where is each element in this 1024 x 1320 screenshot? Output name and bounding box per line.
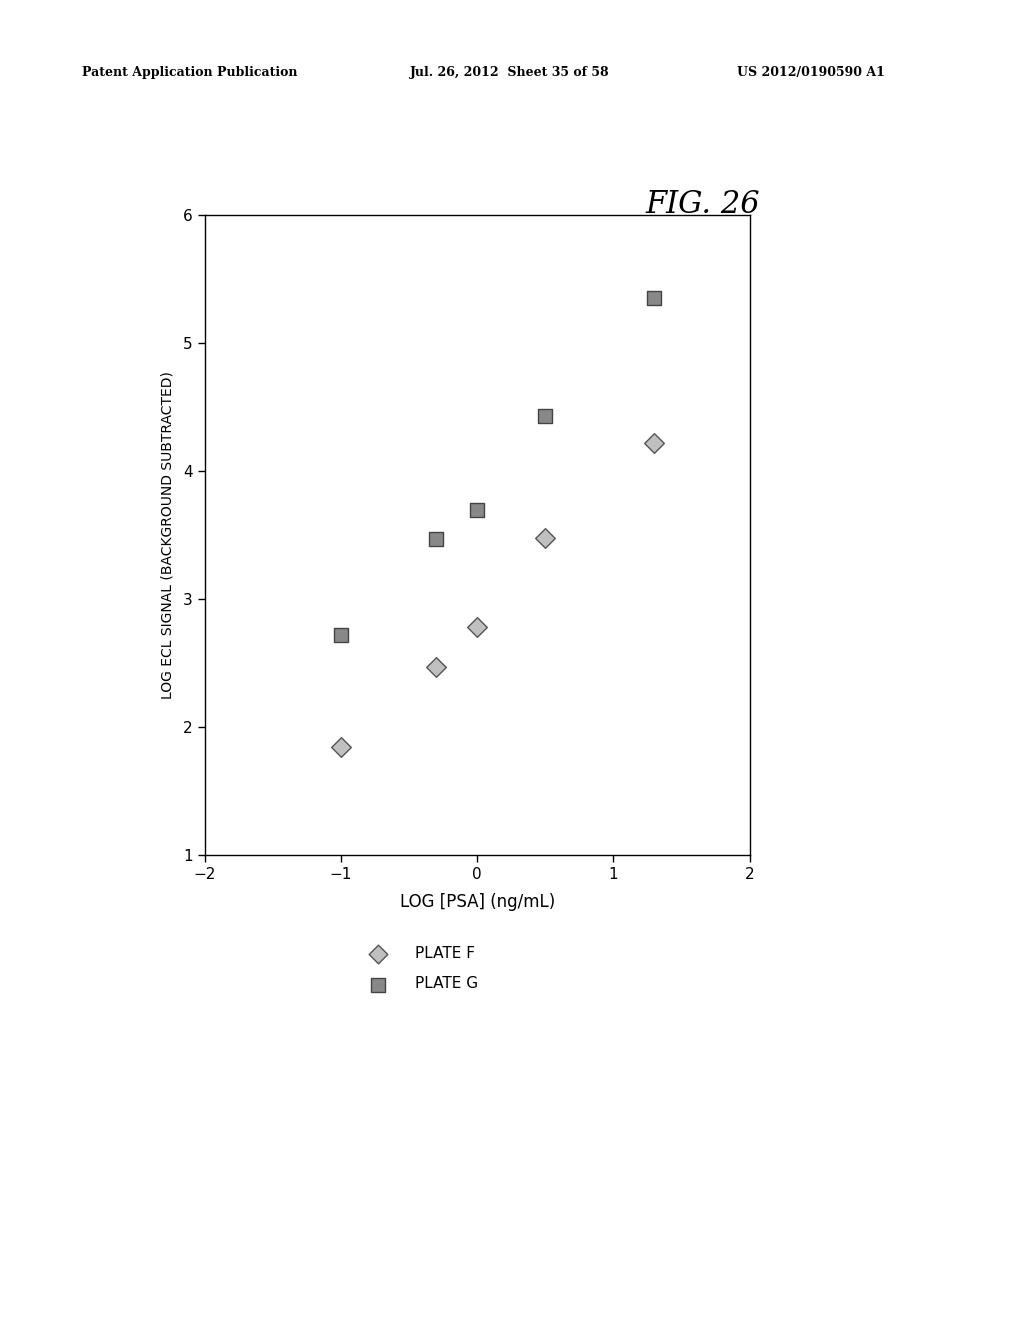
Point <box>333 737 349 758</box>
Point <box>469 616 485 638</box>
Point <box>428 656 444 677</box>
Point <box>371 944 387 965</box>
Point <box>646 433 663 454</box>
Text: Jul. 26, 2012  Sheet 35 of 58: Jul. 26, 2012 Sheet 35 of 58 <box>410 66 609 79</box>
Y-axis label: LOG ECL SIGNAL (BACKGROUND SUBTRACTED): LOG ECL SIGNAL (BACKGROUND SUBTRACTED) <box>161 371 175 700</box>
Text: Patent Application Publication: Patent Application Publication <box>82 66 297 79</box>
Point <box>333 624 349 645</box>
Text: PLATE G: PLATE G <box>415 975 478 991</box>
Point <box>537 527 553 548</box>
Point <box>646 288 663 309</box>
Text: FIG. 26: FIG. 26 <box>645 189 760 219</box>
Text: PLATE F: PLATE F <box>415 945 475 961</box>
Point <box>469 499 485 520</box>
X-axis label: LOG [PSA] (ng/mL): LOG [PSA] (ng/mL) <box>399 894 555 911</box>
Point <box>371 974 387 995</box>
Text: US 2012/0190590 A1: US 2012/0190590 A1 <box>737 66 885 79</box>
Point <box>428 528 444 549</box>
Point <box>537 405 553 426</box>
